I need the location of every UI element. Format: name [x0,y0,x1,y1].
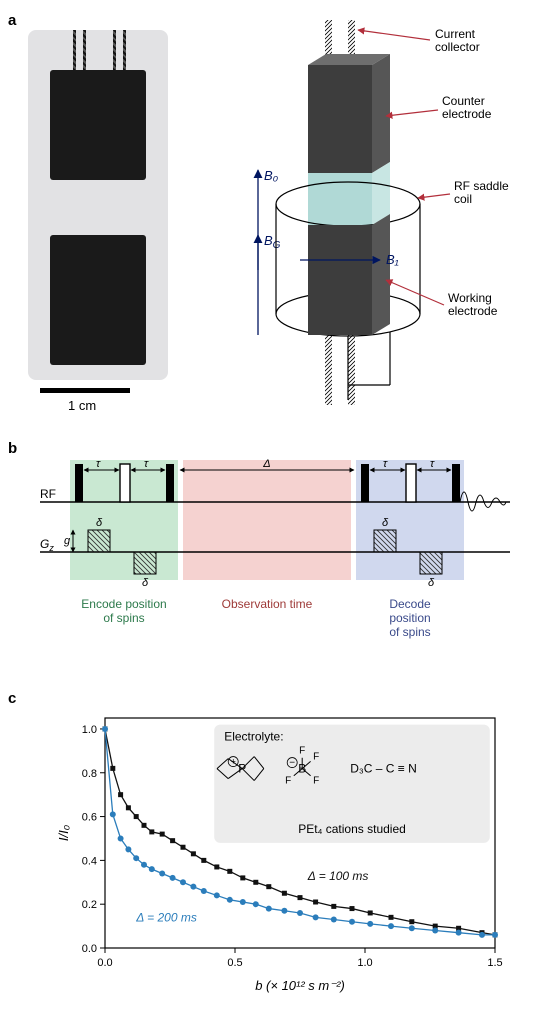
svg-text:F: F [299,746,305,757]
svg-text:Electrolyte:: Electrolyte: [224,730,283,744]
svg-text:δ: δ [142,577,149,589]
svg-text:0.0: 0.0 [97,957,112,969]
svg-text:Δ: Δ [262,458,270,470]
observe-label: Observation time [222,597,313,611]
top-electrode [50,70,146,180]
svg-text:Δ = 100 ms: Δ = 100 ms [307,869,369,883]
decode-label: Decodepositionof spins [389,597,431,639]
svg-text:1.5: 1.5 [487,957,502,969]
svg-text:1.0: 1.0 [357,957,372,969]
svg-text:0.4: 0.4 [82,855,97,867]
bottom-electrode [50,235,146,365]
callout-rf-coil: RF saddlecoil [454,179,509,206]
scale-bar [40,388,130,393]
pulse-sequence: RF τ τ τ τ Δ Gz [40,458,510,668]
svg-text:F: F [285,776,291,787]
wire [113,30,116,70]
svg-text:δ: δ [96,517,103,529]
svg-text:−: − [289,758,295,769]
collector-wire [325,335,332,405]
panel-a: a 1 cm [0,10,536,420]
panel-c-label: c [8,690,16,707]
svg-text:F: F [313,776,319,787]
callout-working-electrode: Workingelectrode [448,291,498,318]
callout-counter-electrode: Counterelectrode [442,94,492,121]
svg-text:0.2: 0.2 [82,899,97,911]
svg-text:δ: δ [382,517,389,529]
schematic: B₀ BG [240,20,520,410]
svg-text:δ: δ [428,577,435,589]
supercap-photo [28,30,168,380]
svg-text:Δ = 200 ms: Δ = 200 ms [135,911,197,925]
svg-text:PEt₄ cations studied: PEt₄ cations studied [298,822,406,836]
observe-phase-bg [183,460,351,580]
svg-text:g: g [64,535,71,547]
svg-text:0.0: 0.0 [82,943,97,955]
wire [73,30,76,70]
panel-b-label: b [8,440,17,457]
wire [83,30,86,70]
B1-label: B₁ [386,252,399,267]
B0-label: B₀ [264,168,279,183]
encode-label: Encode positionof spins [81,597,166,625]
svg-text:1.0: 1.0 [82,724,97,736]
svg-text:0.8: 0.8 [82,768,97,780]
svg-text:D₃C – C ≡ N: D₃C – C ≡ N [350,762,417,776]
gz-axis-label: Gz [40,537,54,553]
svg-text:I/I₀: I/I₀ [56,824,71,841]
callout-current-collector: Currentcollector [435,27,480,54]
wire [123,30,126,70]
svg-text:0.6: 0.6 [82,812,97,824]
panel-a-label: a [8,12,16,29]
svg-text:0.5: 0.5 [227,957,242,969]
decay-chart: 0.0 0.2 0.4 0.6 0.8 1.0 0.0 0.5 1.0 1.5 b (× 10¹² … [50,706,510,996]
svg-text:F: F [313,752,319,763]
panel-b: b RF τ τ τ [0,440,536,670]
collector-wire [348,335,355,405]
svg-text:b (× 10¹² s m⁻²): b (× 10¹² s m⁻²) [255,978,345,993]
scale-bar-text: 1 cm [68,398,96,413]
rf-axis-label: RF [40,487,56,501]
panel-c: c 0.0 0.2 0.4 0.6 0.8 1.0 0.0 0.5 1.0 1.5 b (× 10¹… [0,690,536,1000]
BG-label: BG [264,233,281,251]
working-electrode-shape [308,214,390,335]
counter-electrode-shape [308,54,390,173]
